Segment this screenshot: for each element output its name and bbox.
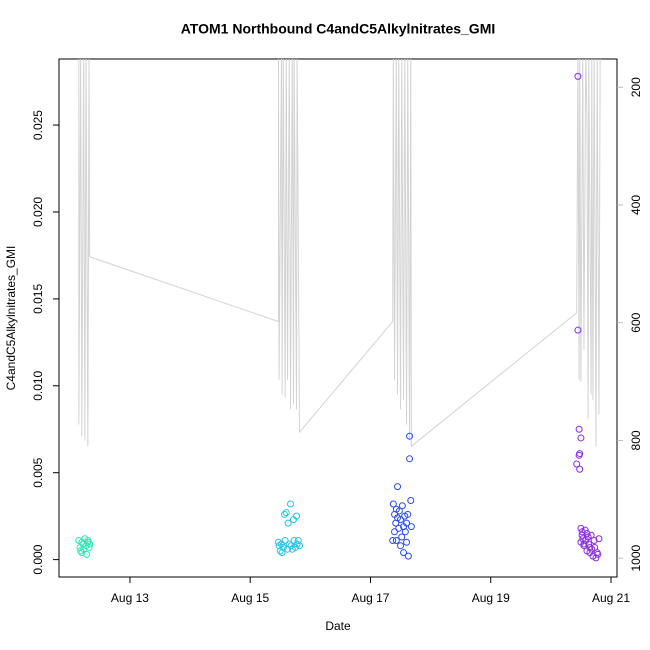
point: [575, 425, 583, 433]
line: [78, 59, 601, 448]
point: [592, 554, 600, 562]
y2-tick-label: 600: [629, 312, 643, 332]
x-tick-label: Aug 13: [111, 591, 149, 605]
y2-tick-label: 800: [629, 430, 643, 450]
point: [581, 526, 589, 534]
point: [395, 507, 403, 515]
point: [389, 500, 397, 508]
point: [583, 530, 591, 538]
point: [576, 450, 584, 458]
y-tick-label: 0.000: [31, 544, 45, 574]
point: [577, 434, 585, 442]
point: [574, 72, 582, 80]
point: [389, 536, 397, 544]
plot-frame: [58, 58, 618, 578]
point: [282, 509, 290, 517]
point: [286, 500, 294, 508]
point: [404, 510, 412, 518]
point: [594, 550, 602, 558]
point: [590, 536, 598, 544]
y-tick-label: 0.005: [31, 457, 45, 487]
point: [403, 538, 411, 546]
point: [576, 465, 584, 473]
point: [294, 536, 302, 544]
point: [577, 524, 585, 532]
y-tick-label: 0.015: [31, 284, 45, 314]
point: [284, 519, 292, 527]
point: [401, 528, 409, 536]
point: [394, 483, 402, 491]
y-tick-label: 0.010: [31, 370, 45, 400]
point: [398, 502, 406, 510]
point: [285, 540, 293, 548]
point: [395, 524, 403, 532]
y-tick-label: 0.025: [31, 110, 45, 140]
x-tick-label: Aug 15: [231, 591, 269, 605]
point: [397, 516, 405, 524]
point: [585, 540, 593, 548]
point: [573, 460, 581, 468]
point: [578, 531, 586, 539]
point: [407, 523, 415, 531]
x-tick-label: Aug 17: [351, 591, 389, 605]
point: [392, 536, 400, 544]
point: [397, 542, 405, 550]
point: [574, 326, 582, 334]
point: [580, 540, 588, 548]
y2-tick-label: 400: [629, 195, 643, 215]
point: [398, 533, 406, 541]
point: [587, 531, 595, 539]
point: [277, 540, 285, 548]
point: [595, 535, 603, 543]
point: [403, 519, 411, 527]
point: [406, 432, 414, 440]
point: [279, 543, 287, 551]
x-axis-label: Date: [325, 619, 351, 633]
y-axis-label: C4andC5Alkylnitrates_GMI: [4, 246, 18, 391]
point: [400, 549, 408, 557]
point: [586, 543, 594, 551]
chart-title: ATOM1 Northbound C4andC5Alkylnitrates_GM…: [181, 21, 496, 37]
point: [78, 549, 86, 557]
point: [281, 536, 289, 544]
point: [83, 550, 91, 558]
y2-tick-label: 200: [629, 77, 643, 97]
point: [296, 542, 304, 550]
point: [293, 512, 301, 520]
point: [86, 540, 94, 548]
point: [404, 552, 412, 560]
x-tick-label: Aug 21: [592, 591, 630, 605]
y-tick-label: 0.020: [31, 197, 45, 227]
y2-tick-label: 1000: [629, 544, 643, 571]
x-tick-label: Aug 19: [472, 591, 510, 605]
point: [291, 543, 299, 551]
point: [406, 455, 414, 463]
point: [84, 538, 92, 546]
point: [278, 549, 286, 557]
point: [391, 528, 399, 536]
point: [280, 510, 288, 518]
point: [407, 497, 415, 505]
point: [85, 543, 93, 551]
plot-area: [75, 59, 603, 562]
